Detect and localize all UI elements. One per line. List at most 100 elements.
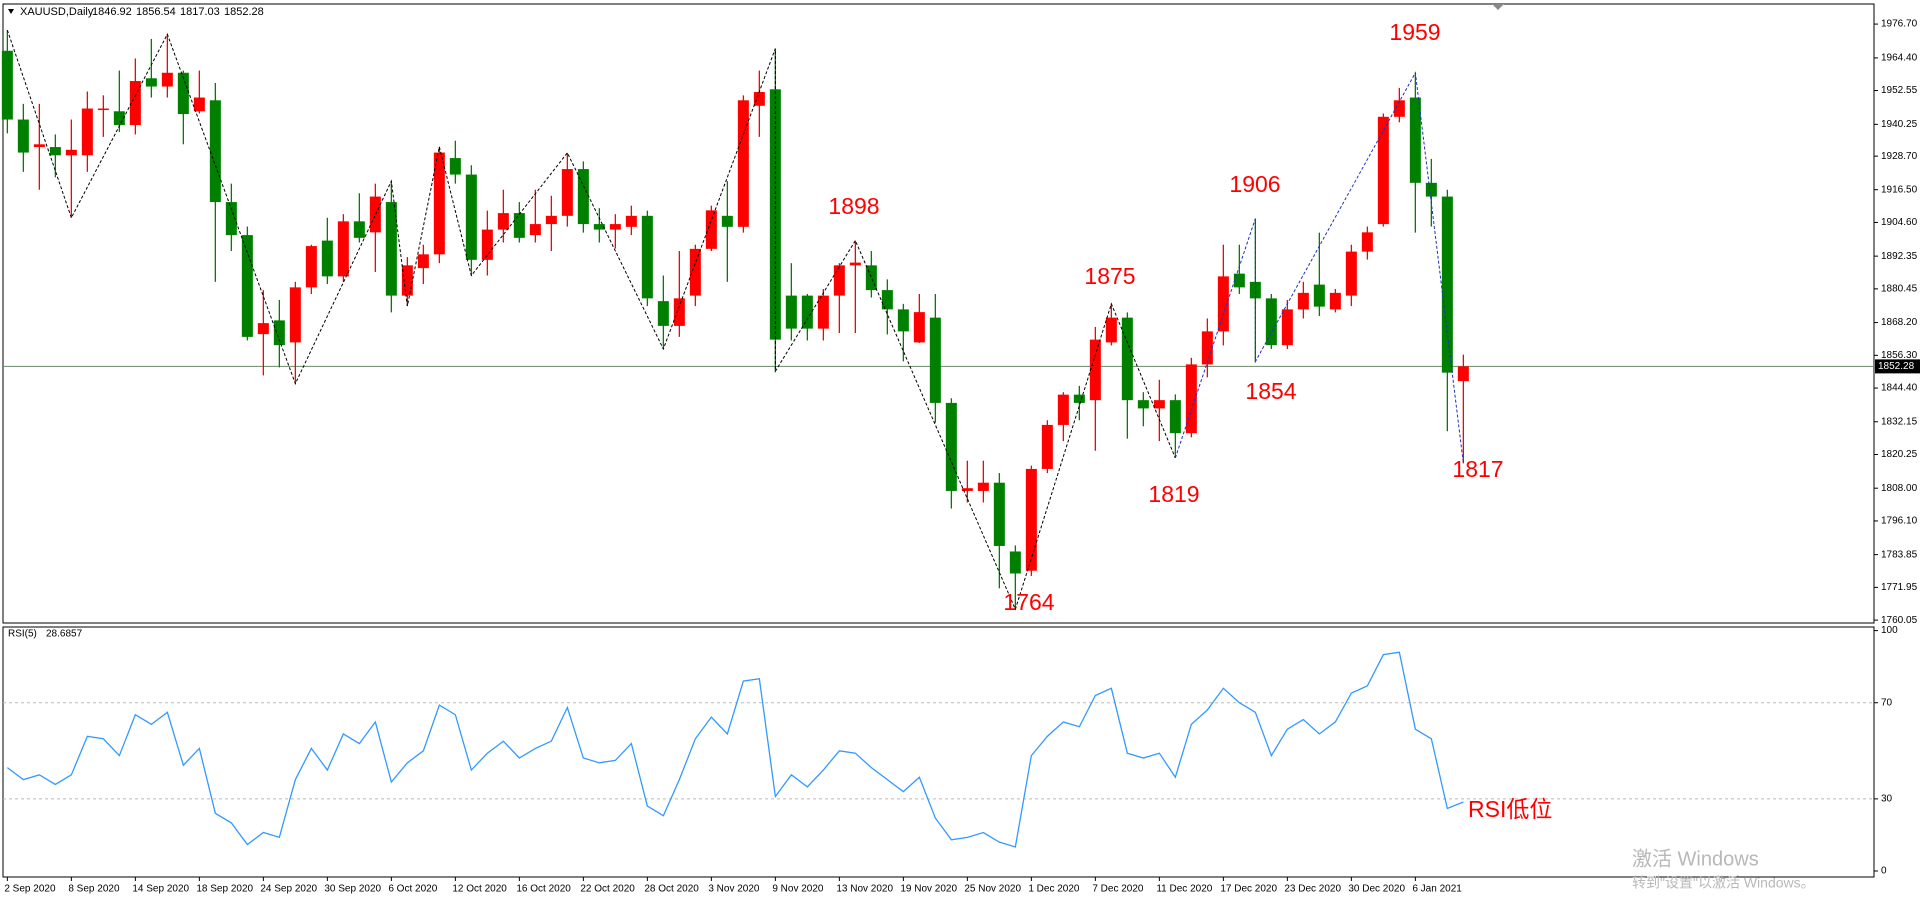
y-tick-label: 1820.25 <box>1881 449 1918 460</box>
candle-body <box>705 210 717 249</box>
candle-body <box>1457 366 1469 382</box>
candle-body <box>1137 400 1149 409</box>
price-annotation: 1898 <box>828 193 879 219</box>
candle-body <box>1121 317 1133 401</box>
candle-body <box>17 119 29 153</box>
y-tick-label: 1952.55 <box>1881 85 1918 96</box>
candle-body <box>1345 251 1357 296</box>
candle-body <box>353 221 365 238</box>
candle-body <box>833 265 845 296</box>
candle-body <box>481 229 493 260</box>
header-high: 1856.54 <box>136 6 176 18</box>
x-tick-label: 11 Dec 2020 <box>1156 884 1212 895</box>
candle-body <box>1105 317 1117 343</box>
candle-body <box>257 323 269 335</box>
price-panel-frame <box>2 3 1875 624</box>
candle-body <box>961 488 973 491</box>
current-price-box <box>1875 359 1920 374</box>
x-tick-label: 7 Dec 2020 <box>1092 884 1144 895</box>
x-tick-label: 1 Dec 2020 <box>1028 884 1080 895</box>
price-annotation: 1959 <box>1389 19 1440 45</box>
y-tick-label: 1868.20 <box>1881 317 1918 328</box>
candle-body <box>737 100 749 227</box>
rsi-line <box>6 651 1464 848</box>
candle-body <box>369 196 381 233</box>
y-tick-label: 1856.30 <box>1881 350 1918 361</box>
candle-body <box>1361 232 1373 252</box>
candle-body <box>1281 309 1293 346</box>
candle-body <box>1441 196 1453 373</box>
candle-body <box>945 402 957 491</box>
y-tick-label: 1904.60 <box>1881 217 1918 228</box>
x-tick-label: 19 Nov 2020 <box>900 884 957 895</box>
x-tick-label: 16 Oct 2020 <box>516 884 571 895</box>
price-annotation: 1875 <box>1084 263 1135 289</box>
candle-body <box>33 144 45 148</box>
x-tick-label: 28 Oct 2020 <box>644 884 699 895</box>
candle-body <box>1185 364 1197 434</box>
candle-body <box>1329 292 1341 310</box>
y-tick-label: 1796.10 <box>1881 516 1918 527</box>
candle-body <box>769 89 781 340</box>
candle-body <box>673 298 685 326</box>
y-tick-label: 1916.50 <box>1881 184 1918 195</box>
candle-body <box>337 221 349 277</box>
candle-body <box>1425 182 1437 197</box>
candle-body <box>401 265 413 296</box>
candle-body <box>193 97 205 112</box>
candle-body <box>1201 331 1213 365</box>
y-tick-label: 1832.15 <box>1881 416 1918 427</box>
candle-body <box>593 224 605 230</box>
candle-body <box>465 174 477 260</box>
candle-body <box>929 317 941 403</box>
watermark-text: 转到"设置"以激活 Windows。 <box>1632 875 1815 891</box>
y-tick-label: 1808.00 <box>1881 483 1918 494</box>
x-tick-label: 6 Oct 2020 <box>388 884 437 895</box>
price-annotation: 1764 <box>1003 589 1054 615</box>
x-tick-label: 25 Nov 2020 <box>964 884 1021 895</box>
x-tick-label: 9 Nov 2020 <box>772 884 824 895</box>
header-open: 1846.92 <box>92 6 132 18</box>
candle-body <box>433 152 445 255</box>
candle-body <box>177 72 189 115</box>
candle-body <box>289 287 301 343</box>
y-tick-label: 1844.40 <box>1881 383 1918 394</box>
y-tick-label: 1760.05 <box>1881 615 1918 626</box>
candle-body <box>1233 273 1245 288</box>
candle-body <box>1073 394 1085 403</box>
current-price-label: 1852.28 <box>1878 361 1915 372</box>
candle-body <box>1153 400 1165 409</box>
candle-body <box>609 224 621 230</box>
candle-body <box>897 309 909 332</box>
candle-body <box>1217 276 1229 332</box>
candle-body <box>1009 551 1021 574</box>
x-tick-label: 13 Nov 2020 <box>836 884 893 895</box>
candle-body <box>385 202 397 296</box>
candle-body <box>865 265 877 291</box>
candle-body <box>817 295 829 329</box>
candle-body <box>1265 298 1277 346</box>
candle-body <box>321 240 333 277</box>
candle-body <box>801 295 813 329</box>
candle-body <box>1297 292 1309 310</box>
rsi-annotation: RSI低位 <box>1468 796 1552 822</box>
x-tick-label: 2 Sep 2020 <box>4 884 56 895</box>
x-tick-label: 17 Dec 2020 <box>1220 884 1277 895</box>
candle-body <box>81 108 93 156</box>
candle-body <box>241 235 253 337</box>
candle-body <box>849 262 861 266</box>
candle-body <box>513 213 525 238</box>
candle-body <box>1057 394 1069 425</box>
x-tick-label: 22 Oct 2020 <box>580 884 635 895</box>
candle-body <box>161 72 173 87</box>
header-low: 1817.03 <box>180 6 220 18</box>
candle-body <box>113 111 125 126</box>
candle-body <box>689 248 701 296</box>
candle-body <box>1025 468 1037 571</box>
watermark-title: 激活 Windows <box>1632 847 1759 870</box>
y-tick-label: 1880.45 <box>1881 284 1918 295</box>
price-annotation: 1906 <box>1229 171 1280 197</box>
x-tick-label: 8 Sep 2020 <box>68 884 120 895</box>
